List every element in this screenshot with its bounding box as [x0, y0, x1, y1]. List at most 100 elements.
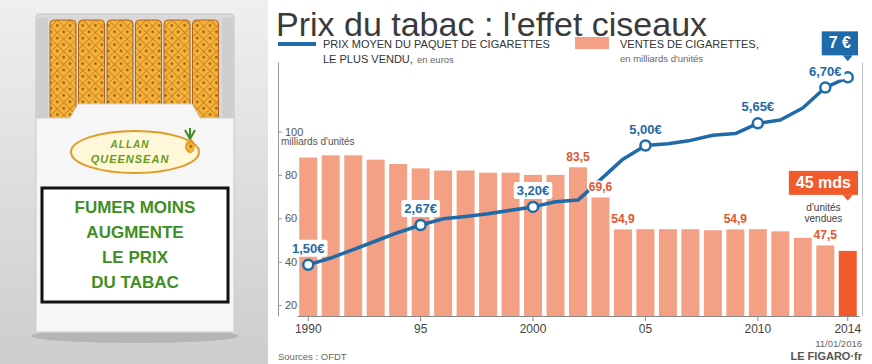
- x-tick: 2000: [520, 316, 547, 336]
- cigarette: [50, 20, 76, 120]
- x-tick-label: 05: [639, 322, 653, 336]
- legend-label: PRIX MOYEN DU PAQUET DE CIGARETTES LE PLU…: [323, 38, 550, 65]
- line-label-boxed-box: [822, 31, 858, 55]
- warning-box: [42, 188, 228, 302]
- line-label-bg: [806, 63, 845, 80]
- bar-label: 54,9: [724, 212, 748, 226]
- legend-swatch: [575, 37, 609, 49]
- line-label: 6,70€: [809, 64, 842, 79]
- y-tick-mark: [278, 131, 282, 132]
- bar-label: 83,5: [566, 150, 590, 164]
- y-tick: 20: [278, 299, 297, 311]
- x-tick: 2010: [744, 316, 771, 336]
- marker: [753, 118, 763, 128]
- cigarette: [193, 20, 219, 120]
- bar: [636, 229, 654, 316]
- warning-text: FUMER MOINS: [75, 198, 196, 217]
- legend-label-line: PRIX MOYEN DU PAQUET DE CIGARETTES: [323, 38, 550, 50]
- marker: [640, 141, 650, 151]
- legend-item: PRIX MOYEN DU PAQUET DE CIGARETTES LE PLU…: [278, 38, 550, 65]
- line-label-bg: [514, 182, 553, 199]
- bar: [681, 229, 699, 316]
- y-axis: 20406080100: [278, 63, 303, 317]
- line-label-boxed: 7 €: [822, 31, 858, 61]
- marker: [303, 260, 313, 270]
- bar: [412, 168, 430, 316]
- warning-text: AUGMENTE: [86, 223, 183, 242]
- legend-label-line: VENTES DE CIGARETTES,: [620, 38, 759, 50]
- line-label: 5,65€: [742, 99, 775, 114]
- x-tick-label: 1990: [295, 322, 322, 336]
- bar-label: 54,9: [611, 212, 635, 226]
- pack-flap: [36, 18, 48, 118]
- line-label-bg: [401, 200, 440, 217]
- bar: [322, 155, 340, 316]
- y-axis-title: milliards d'unités: [281, 136, 355, 147]
- y-tick-label: 60: [285, 212, 297, 224]
- x-tick-mark: [420, 316, 421, 321]
- credit: LE FIGARO·fr: [791, 350, 863, 362]
- annotation: d'unitésvendues: [805, 202, 843, 224]
- data-labels: 1,50€2,67€3,20€5,00€5,65€6,70€7 €83,569,…: [289, 31, 858, 257]
- line-label: 5,00€: [626, 121, 665, 138]
- x-tick: 1990: [295, 316, 322, 336]
- marker: [820, 83, 830, 93]
- line-label-bg: [739, 98, 778, 115]
- line-label-boxed: 7 €: [829, 34, 851, 51]
- line-label: 2,67€: [404, 201, 437, 216]
- marker: [528, 202, 538, 212]
- line-label: 1,50€: [289, 240, 328, 257]
- bar: [704, 230, 722, 316]
- line-label: 2,67€: [401, 200, 440, 217]
- source: Sources : OFDT: [278, 351, 347, 362]
- x-axis: 1990 95 2000 05 2010 2014: [295, 316, 862, 336]
- x-tick-label: 2014: [834, 322, 861, 336]
- y-tick: 40: [278, 256, 297, 268]
- bar-label-boxed-box: [789, 171, 858, 195]
- bar-label-boxed: 45 mds: [796, 174, 851, 191]
- line-label: 3,20€: [514, 182, 553, 199]
- line-label: 6,70€: [806, 63, 845, 80]
- line-label-bg: [289, 240, 328, 257]
- legend-item: VENTES DE CIGARETTES, en milliards d'unit…: [575, 37, 759, 64]
- brand-text: QUEENSEAN: [91, 153, 170, 165]
- brand-oval: [71, 131, 199, 173]
- y-tick-label: 40: [285, 256, 297, 268]
- y-axis-line: [278, 63, 279, 317]
- pack-front: [36, 104, 234, 332]
- bar-label-boxed: 45 mds: [789, 171, 858, 201]
- line-label: 1,50€: [292, 241, 325, 256]
- marker: [416, 220, 426, 230]
- x-tick-label: 2000: [520, 322, 547, 336]
- y-tick-mark: [278, 218, 282, 219]
- x-tick: 05: [639, 316, 653, 336]
- chart-root: ALLAN QUEENSEAN FUMER MOINS AUGMENTE LE PRIX…: [0, 0, 872, 364]
- y2-axis: [862, 63, 863, 317]
- x-tick: 95: [414, 316, 428, 336]
- x-tick-mark: [533, 316, 534, 321]
- legend-note: en milliards d'unités: [620, 53, 703, 64]
- x-tick: 2014: [834, 316, 861, 336]
- line-label: 5,65€: [739, 98, 778, 115]
- line-label-bg: [626, 121, 665, 138]
- y-tick: 80: [278, 169, 297, 181]
- bar: [794, 238, 812, 316]
- bar: [659, 229, 677, 316]
- warning-text: LE PRIX: [102, 248, 169, 267]
- line-label-boxed-pointer: [843, 55, 853, 61]
- warning-text: DU TABAC: [91, 273, 179, 292]
- bar: [749, 229, 767, 316]
- brand-text: ALLAN: [110, 139, 150, 150]
- x-tick-label: 95: [414, 322, 428, 336]
- y-tick-label: 20: [285, 299, 297, 311]
- pack-inside: [36, 14, 234, 332]
- y-tick-mark: [278, 262, 282, 263]
- bar-label: 47,5: [814, 228, 838, 242]
- y-tick-mark: [278, 305, 282, 306]
- bar: [591, 197, 609, 316]
- y-tick: 60: [278, 212, 297, 224]
- annotation-line: vendues: [805, 213, 843, 224]
- price-line: [308, 77, 848, 265]
- legend-label-line: LE PLUS VENDU,: [323, 53, 413, 65]
- bar: [344, 155, 362, 316]
